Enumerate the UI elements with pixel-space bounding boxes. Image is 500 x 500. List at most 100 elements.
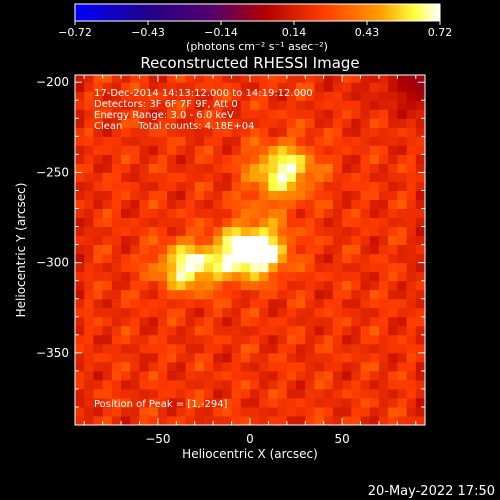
heatmap-cell bbox=[121, 271, 131, 282]
y-tick-label: −350 bbox=[36, 346, 69, 360]
heatmap-cell bbox=[259, 208, 269, 219]
heatmap-cell bbox=[296, 352, 306, 363]
heatmap-cell bbox=[139, 334, 150, 345]
heatmap-cell bbox=[360, 388, 371, 399]
heatmap-cell bbox=[194, 271, 205, 282]
heatmap-cell bbox=[296, 199, 306, 209]
heatmap-cell bbox=[250, 208, 260, 219]
heatmap-cell bbox=[176, 334, 187, 345]
heatmap-cell bbox=[139, 199, 150, 209]
heatmap-cell bbox=[231, 163, 242, 173]
heatmap-cell bbox=[213, 352, 223, 363]
heatmap-cell bbox=[277, 334, 288, 345]
heatmap-cell bbox=[102, 334, 113, 345]
heatmap-cell bbox=[176, 109, 187, 119]
heatmap-cell bbox=[397, 127, 408, 137]
heatmap-cell bbox=[397, 82, 408, 92]
heatmap-cell bbox=[130, 379, 140, 390]
heatmap-cell bbox=[167, 75, 177, 83]
heatmap-cell bbox=[203, 253, 214, 264]
heatmap-cell bbox=[305, 75, 315, 83]
heatmap-cell bbox=[240, 172, 251, 182]
heatmap-cell bbox=[388, 75, 398, 83]
heatmap-cell bbox=[102, 127, 113, 137]
heatmap-cell bbox=[84, 75, 94, 83]
heatmap-cell bbox=[351, 370, 362, 381]
heatmap-cell bbox=[185, 235, 196, 246]
heatmap-cell bbox=[351, 316, 362, 327]
heatmap-cell bbox=[231, 145, 242, 155]
heatmap-cell bbox=[93, 82, 104, 92]
heatmap-cell bbox=[121, 244, 131, 255]
heatmap-cell bbox=[406, 253, 417, 264]
info-line-clean: Clean Total counts: 4.18E+04 bbox=[94, 121, 254, 132]
heatmap-cell bbox=[157, 235, 168, 246]
heatmap-cell bbox=[296, 100, 306, 110]
heatmap-cell bbox=[369, 100, 380, 110]
heatmap-cell bbox=[148, 172, 159, 182]
heatmap-cell bbox=[415, 415, 425, 425]
heatmap-cell bbox=[185, 91, 196, 101]
heatmap-cell bbox=[240, 235, 251, 246]
heatmap-cell bbox=[397, 253, 408, 264]
heatmap-cell bbox=[157, 226, 168, 237]
heatmap-cell bbox=[342, 190, 352, 200]
heatmap-cell bbox=[157, 379, 168, 390]
heatmap-cell bbox=[388, 262, 398, 273]
heatmap-cell bbox=[305, 343, 315, 354]
heatmap-cell bbox=[277, 217, 288, 228]
heatmap-cell bbox=[406, 244, 417, 255]
colorbar-tick-label: 0.72 bbox=[428, 26, 453, 39]
heatmap-cell bbox=[176, 91, 187, 101]
heatmap-cell bbox=[75, 379, 85, 390]
heatmap-cell bbox=[75, 388, 85, 399]
heatmap-cell bbox=[397, 415, 408, 425]
heatmap-cell bbox=[121, 118, 131, 128]
heatmap-cell bbox=[213, 199, 223, 209]
heatmap-cell bbox=[157, 217, 168, 228]
heatmap-cell bbox=[415, 370, 425, 381]
heatmap-cell bbox=[157, 208, 168, 219]
heatmap-cell bbox=[130, 289, 140, 300]
heatmap-cell bbox=[342, 271, 352, 282]
heatmap-cell bbox=[314, 271, 325, 282]
heatmap-cell bbox=[332, 379, 343, 390]
heatmap-cell bbox=[102, 280, 113, 291]
heatmap-cell bbox=[323, 325, 334, 336]
heatmap-cell bbox=[351, 325, 362, 336]
heatmap-cell bbox=[378, 118, 389, 128]
heatmap-cell bbox=[75, 172, 85, 182]
heatmap-cell bbox=[84, 280, 94, 291]
heatmap-cell bbox=[259, 136, 269, 146]
heatmap-cell bbox=[176, 75, 187, 83]
heatmap-cell bbox=[351, 136, 362, 146]
heatmap-cell bbox=[332, 145, 343, 155]
heatmap-cell bbox=[194, 253, 205, 264]
heatmap-cell bbox=[240, 406, 251, 417]
heatmap-cell bbox=[139, 361, 150, 372]
heatmap-cell bbox=[130, 235, 140, 246]
heatmap-cell bbox=[250, 343, 260, 354]
heatmap-cell bbox=[102, 289, 113, 300]
heatmap-cell bbox=[351, 118, 362, 128]
heatmap-cell bbox=[268, 217, 279, 228]
heatmap-cell bbox=[397, 118, 408, 128]
heatmap-cell bbox=[121, 226, 131, 237]
heatmap-cell bbox=[250, 118, 260, 128]
heatmap-cell bbox=[185, 244, 196, 255]
heatmap-cell bbox=[194, 379, 205, 390]
heatmap-cell bbox=[323, 379, 334, 390]
heatmap-cell bbox=[360, 100, 371, 110]
heatmap-cell bbox=[406, 226, 417, 237]
heatmap-cell bbox=[185, 397, 196, 408]
heatmap-cell bbox=[194, 226, 205, 237]
heatmap-cell bbox=[360, 307, 371, 318]
heatmap-cell bbox=[259, 163, 269, 173]
heatmap-cell bbox=[176, 253, 187, 264]
heatmap-cell bbox=[185, 262, 196, 273]
heatmap-cell bbox=[121, 75, 131, 83]
heatmap-cell bbox=[231, 379, 242, 390]
heatmap-cell bbox=[75, 253, 85, 264]
heatmap-cell bbox=[305, 145, 315, 155]
heatmap-cell bbox=[314, 388, 325, 399]
